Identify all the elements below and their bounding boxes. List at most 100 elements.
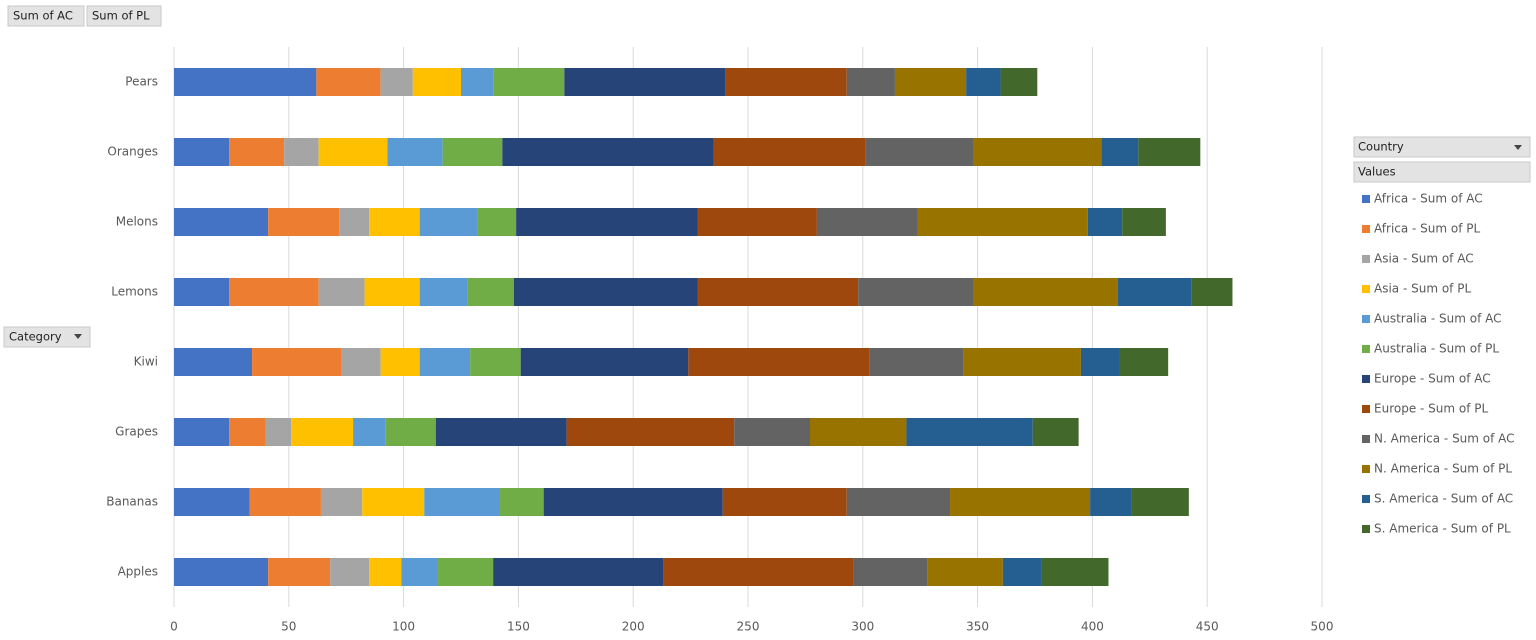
field-button[interactable] — [7, 5, 85, 27]
bar-segment — [419, 348, 471, 376]
y-tick-label: Oranges — [107, 145, 158, 159]
bar-segment — [963, 348, 1081, 376]
x-tick-label: 200 — [622, 620, 645, 634]
bar-segment — [1138, 138, 1201, 166]
legend-label: Asia - Sum of AC — [1374, 252, 1474, 266]
bar-segment — [380, 68, 413, 96]
bar-segment — [268, 558, 331, 586]
bar-segment — [1032, 418, 1079, 446]
bar-segment — [467, 278, 514, 306]
bar-segment — [858, 278, 974, 306]
x-tick-label: 300 — [851, 620, 874, 634]
bar-segment — [174, 208, 269, 236]
bar-segment — [252, 348, 342, 376]
bar-segment — [663, 558, 854, 586]
y-tick-label: Kiwi — [134, 355, 158, 369]
bar-segment — [493, 68, 565, 96]
field-button-label: Sum of PL — [92, 9, 150, 23]
legend-swatch — [1362, 405, 1370, 413]
legend-swatch — [1362, 195, 1370, 203]
bar-segment — [318, 278, 365, 306]
legend-label: Africa - Sum of AC — [1374, 192, 1483, 206]
x-tick-label: 500 — [1311, 620, 1334, 634]
bar-segment — [543, 488, 723, 516]
bar-segment — [387, 138, 443, 166]
bar-segment — [1131, 488, 1189, 516]
y-tick-label: Lemons — [111, 285, 158, 299]
bar-segment — [435, 418, 567, 446]
bar-segment — [722, 488, 847, 516]
field-button-label: Sum of AC — [13, 9, 73, 23]
bar-segment — [229, 138, 285, 166]
field-button[interactable] — [1353, 136, 1531, 158]
bar-segment — [353, 418, 386, 446]
bar-segment — [1080, 348, 1120, 376]
dropdown-arrow — [74, 334, 82, 339]
bar-segment — [401, 558, 439, 586]
field-button-label: Country — [1358, 140, 1404, 154]
bar-segment — [973, 278, 1118, 306]
bar-segment — [1000, 68, 1038, 96]
x-tick-label: 100 — [392, 620, 415, 634]
dropdown-arrow — [1514, 145, 1522, 150]
bar-segment — [725, 68, 847, 96]
field-button-label: Category — [9, 330, 62, 344]
y-tick-label: Apples — [118, 565, 158, 579]
bar-segment — [697, 278, 859, 306]
bar-segment — [174, 558, 269, 586]
legend-swatch — [1362, 225, 1370, 233]
legend-swatch — [1362, 465, 1370, 473]
bar-segment — [174, 68, 317, 96]
bar-segment — [1041, 558, 1109, 586]
bar-segment — [1122, 208, 1166, 236]
bar-segment — [688, 348, 870, 376]
bar-segment — [320, 488, 363, 516]
bar-segment — [174, 138, 230, 166]
bar-segment — [516, 208, 698, 236]
bar-segment — [853, 558, 928, 586]
bar-segment — [268, 208, 340, 236]
legend-panel: Country Values — [1353, 136, 1531, 183]
x-tick-label: 0 — [170, 620, 178, 634]
legend-label: N. America - Sum of PL — [1374, 462, 1512, 476]
x-tick-label: 150 — [507, 620, 530, 634]
bar-segment — [809, 418, 907, 446]
bar-segment — [513, 278, 698, 306]
legend-swatch — [1362, 345, 1370, 353]
bar-segment — [174, 278, 230, 306]
bar-segment — [917, 208, 1088, 236]
bar-segment — [369, 558, 402, 586]
legend-swatch — [1362, 435, 1370, 443]
bar-segment — [950, 488, 1091, 516]
field-button[interactable] — [86, 5, 162, 27]
bar-segment — [713, 138, 866, 166]
bar-segment — [869, 348, 964, 376]
y-tick-label: Grapes — [115, 425, 158, 439]
bar-segment — [461, 68, 494, 96]
bar-segment — [865, 138, 974, 166]
legend-label: Africa - Sum of PL — [1374, 222, 1481, 236]
bar-segment — [697, 208, 817, 236]
bar-segment — [174, 488, 250, 516]
bar-segment — [493, 558, 664, 586]
bar-segment — [385, 418, 436, 446]
legend-header-label: Values — [1358, 165, 1396, 179]
legend-label: Asia - Sum of PL — [1374, 282, 1471, 296]
field-button[interactable] — [3, 326, 91, 348]
legend-swatch — [1362, 495, 1370, 503]
x-tick-label: 250 — [737, 620, 760, 634]
bar-segment — [1002, 558, 1042, 586]
bar-segment — [894, 68, 967, 96]
axis-field-button[interactable]: Category — [3, 326, 91, 348]
bar-segment — [846, 488, 951, 516]
bar-segment — [906, 418, 1033, 446]
bar-segment — [419, 278, 468, 306]
bar-segment — [424, 488, 501, 516]
bar-segment — [1101, 138, 1139, 166]
bar-segment — [412, 68, 461, 96]
bar-segment — [229, 278, 319, 306]
bar-segment — [362, 488, 425, 516]
bar-segment — [438, 558, 494, 586]
